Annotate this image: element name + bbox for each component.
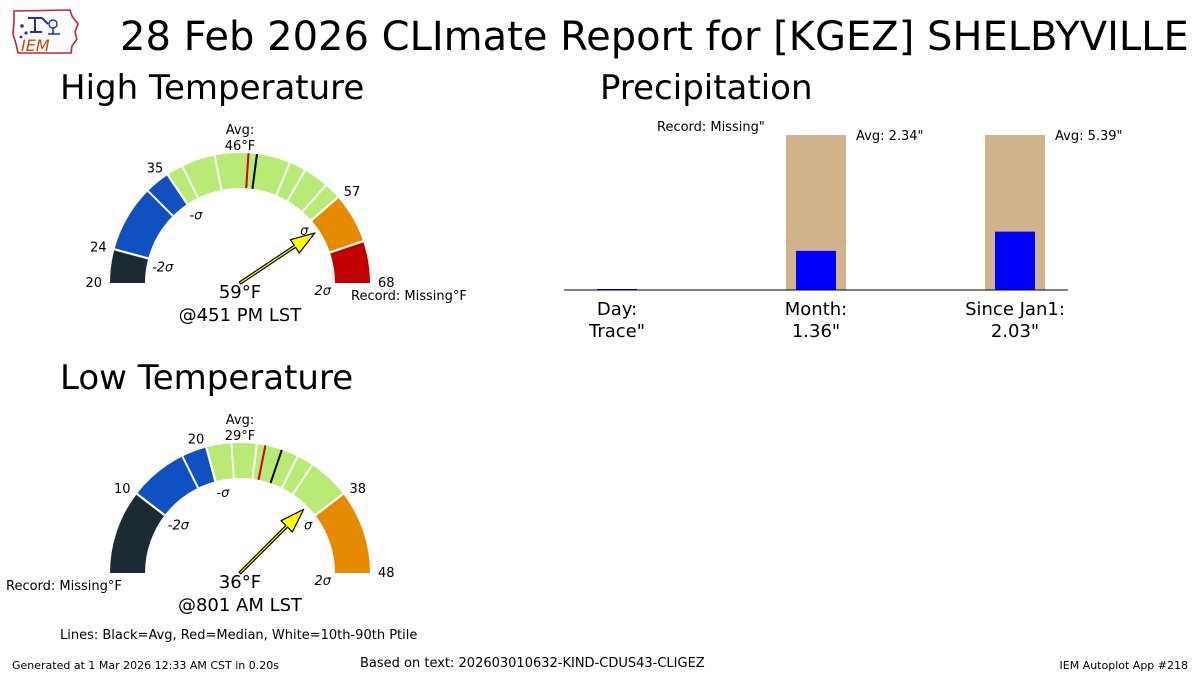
high-sigma-label: 2σ (314, 284, 331, 299)
low-percentile-line (230, 443, 235, 479)
low-avg-label: Avg: (226, 413, 254, 428)
high-gauge-marks: 20 24 35 57 68 -2σ -σ σ 2σ (85, 153, 395, 299)
low-percentile-line (181, 455, 199, 489)
precip-category-label: Month: (785, 299, 847, 320)
lines-legend: Lines: Black=Avg, Red=Median, White=10th… (60, 628, 418, 643)
high-percentile-line (147, 190, 174, 217)
precip-record-label: Record: Missing" (657, 120, 765, 135)
low-temperature-title: Low Temperature (60, 358, 354, 398)
page-title: 28 Feb 2026 CLImate Report for [KGEZ] SH… (120, 14, 1189, 60)
high-gauge-segment (329, 241, 370, 283)
precip-value-label: 2.03" (991, 321, 1039, 342)
precipitation-title: Precipitation (600, 68, 813, 108)
high-average-line (251, 153, 258, 189)
high-sigma-label: σ (300, 224, 309, 239)
low-median-line (257, 445, 267, 481)
high-record-label: Record: Missing°F (351, 289, 467, 304)
low-temperature-gauge: 10 20 38 48 -2σ -σ σ 2σ Avg: 29°F 36°F @801 AM … (6, 413, 395, 616)
iowa-state-icon: IEM (12, 9, 79, 55)
high-boundary-line (114, 248, 149, 260)
precip-category-label: Since Jan1: (965, 299, 1065, 320)
low-observed-time: @801 AM LST (178, 595, 303, 616)
low-observed-value: 36°F (219, 572, 261, 593)
precip-category-label: Day: (597, 299, 637, 320)
high-percentile-line (213, 155, 223, 191)
low-gauge-segment (315, 493, 370, 573)
low-tick-label: 10 (114, 482, 131, 497)
high-tick-label: 35 (147, 161, 164, 176)
low-gauge-segment (136, 447, 216, 516)
low-average-line (269, 449, 283, 484)
low-sigma-label: -2σ (168, 519, 190, 534)
app-label: IEM Autoplot App #218 (1059, 659, 1189, 672)
high-tick-label: 24 (90, 240, 107, 255)
precipitation-chart: Record: Missing" Day:Trace" Avg: 2.34" Mon… (564, 120, 1123, 342)
low-sigma-label: -σ (216, 486, 230, 501)
high-tick-label: 68 (378, 276, 395, 291)
low-value-arrow (238, 508, 305, 575)
low-tick-label: 20 (188, 433, 205, 448)
low-percentile-line (281, 455, 299, 489)
low-boundary-line (314, 492, 344, 517)
high-avg-value: 46°F (225, 139, 256, 154)
precip-marks: Day:Trace" Avg: 2.34" Month:1.36" Avg: 5.39… (588, 129, 1123, 342)
low-gauge-marks: 10 20 38 48 -2σ -σ σ 2σ (110, 433, 395, 589)
high-tick-label: 57 (344, 185, 361, 200)
low-percentile-line (251, 443, 258, 479)
high-gauge-segment (114, 174, 188, 259)
high-boundary-line (310, 196, 339, 222)
high-sigma-label: -2σ (152, 260, 174, 275)
high-gauge-segment (311, 197, 364, 253)
precip-avg-label: Avg: 2.34" (856, 129, 924, 144)
high-boundary-line (329, 240, 364, 254)
high-boundary-line (166, 174, 189, 205)
low-tick-label: 48 (378, 566, 395, 581)
high-value-arrow (238, 232, 316, 285)
high-percentile-line (301, 184, 327, 213)
high-avg-label: Avg: (226, 123, 254, 138)
generated-timestamp: Generated at 1 Mar 2026 12:33 AM CST in … (12, 659, 279, 672)
precip-value-label: 1.36" (792, 321, 840, 342)
low-sigma-label: σ (304, 519, 313, 534)
high-median-line (245, 153, 250, 189)
high-percentile-line (275, 162, 291, 196)
low-gauge-segment (110, 493, 165, 573)
low-gauge-segment (206, 443, 344, 516)
high-observed-time: @451 PM LST (179, 305, 303, 326)
high-observed-value: 59°F (219, 282, 261, 303)
high-temperature-gauge: 20 24 35 57 68 -2σ -σ σ 2σ Avg: 46°F 59°F @451 P… (85, 123, 467, 326)
high-sigma-label: -σ (189, 208, 203, 223)
low-tick-label: 38 (349, 482, 366, 497)
low-boundary-line (205, 447, 217, 482)
low-percentile-line (291, 464, 314, 495)
high-temperature-title: High Temperature (60, 68, 365, 108)
precip-observed-bar (796, 250, 836, 290)
source-text-label: Based on text: 202603010632-KIND-CDUS43-… (360, 656, 705, 671)
high-percentile-line (181, 165, 199, 199)
low-avg-value: 29°F (225, 429, 256, 444)
high-percentile-line (286, 169, 306, 202)
logo-text: IEM (21, 36, 50, 55)
precip-value-label: Trace" (588, 321, 645, 342)
low-sigma-label: 2σ (314, 574, 331, 589)
low-record-label: Record: Missing°F (6, 579, 122, 594)
high-gauge-segment (110, 249, 149, 283)
low-boundary-line (136, 492, 166, 517)
precip-observed-bar (995, 231, 1035, 290)
iem-logo: IEM (8, 6, 82, 62)
high-tick-label: 20 (85, 276, 102, 291)
precip-avg-label: Avg: 5.39" (1055, 129, 1123, 144)
